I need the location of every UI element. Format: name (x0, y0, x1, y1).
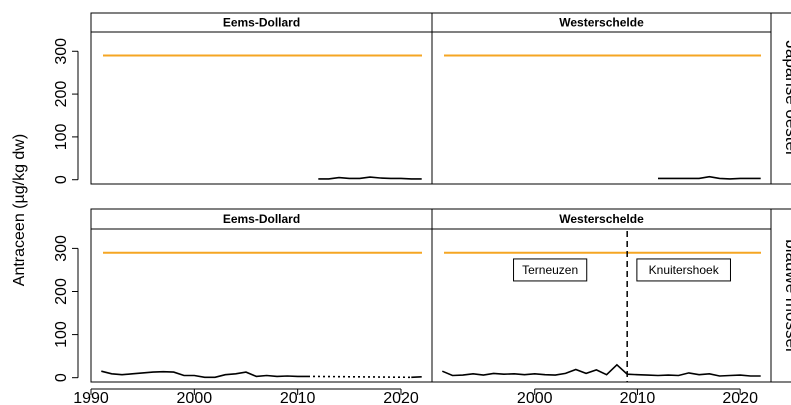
series-line-dotted (307, 375, 412, 379)
strip-layer: Eems-Dollard Westerschelde Japanse oester E… (90, 12, 791, 383)
y-axis-title: Antraceen (µg/kg dw) (11, 134, 28, 286)
x-tick-label: 1990 (73, 390, 109, 405)
y-tick-label: 300 (53, 235, 70, 262)
x-tick-label: 2020 (722, 390, 758, 405)
x-tick-label: 2010 (620, 390, 656, 405)
y-tick-label: 200 (53, 278, 70, 305)
y-tick-label: 300 (53, 38, 70, 65)
panel-border (431, 31, 772, 185)
axis-layer: 0 100 200 300 0 100 200 300 1990 2000 2010 2020 2000… (53, 38, 758, 405)
panel-layer: Terneuzen Knuitershoek (90, 31, 772, 383)
panel: Terneuzen Knuitershoek (431, 228, 772, 383)
strip-label: Eems-Dollard (223, 16, 300, 30)
strip-label: Eems-Dollard (223, 212, 300, 226)
panel (431, 31, 772, 185)
y-tick-label: 100 (53, 123, 70, 150)
x-tick-label: 2000 (517, 390, 553, 405)
y-tick-label: 100 (53, 321, 70, 348)
row-strip-label: Japanse oester (782, 40, 791, 157)
series-line (318, 176, 422, 180)
row-strip-label: blauwe mossel (782, 239, 791, 351)
y-tick-label: 0 (53, 175, 70, 184)
series-line (658, 175, 761, 180)
annotation-box (513, 258, 588, 282)
series-line (441, 363, 761, 377)
panel (90, 228, 433, 383)
panel-border (431, 228, 772, 383)
x-tick-label: 2010 (280, 390, 316, 405)
series-line (411, 376, 422, 379)
x-tick-label: 2020 (383, 390, 419, 405)
series-line (101, 370, 308, 379)
annotation-label: Knuitershoek (649, 263, 720, 277)
strip-label: Westerschelde (559, 212, 644, 226)
y-tick-label: 200 (53, 81, 70, 108)
panel (90, 31, 433, 185)
x-tick-label: 2000 (177, 390, 213, 405)
annotation-label: Terneuzen (522, 263, 578, 277)
strip-label: Westerschelde (559, 16, 644, 30)
annotation-box (636, 258, 731, 282)
y-tick-label: 0 (53, 373, 70, 382)
